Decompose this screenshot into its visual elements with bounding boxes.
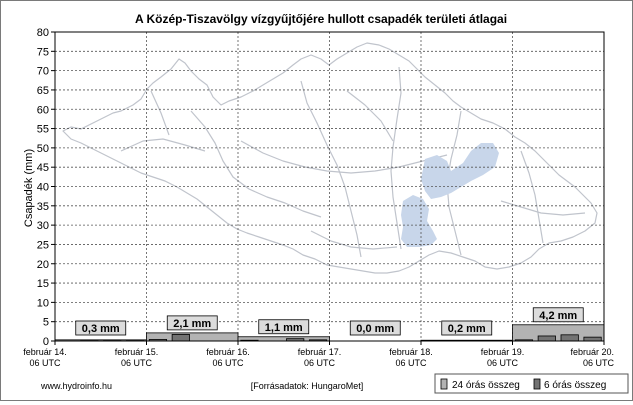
- data-label: 0,2 mm: [448, 323, 486, 335]
- y-tick-label: 70: [37, 66, 49, 78]
- y-tick-label: 50: [37, 143, 49, 155]
- x-tick-time: 06 UTC: [304, 358, 336, 368]
- x-tick-date: február 16.: [206, 347, 250, 357]
- tisza-lake-image: [401, 143, 499, 247]
- x-tick-time: 06 UTC: [29, 358, 61, 368]
- plot-area-border: [55, 32, 604, 341]
- legend-label-6h: 6 órás összeg: [544, 380, 606, 391]
- chart-legend: 24 órás összeg 6 órás összeg: [435, 374, 628, 393]
- data-label: 0,3 mm: [82, 323, 120, 335]
- bar-6h: [172, 334, 189, 341]
- chart-grid: [55, 32, 604, 341]
- data-label: 0,0 mm: [356, 323, 394, 335]
- chart-title: A Közép-Tiszavölgy vízgyűjtőjére hullott…: [135, 12, 507, 26]
- legend-swatch-6h: [534, 379, 540, 389]
- y-axis-label: Csapadék (mm): [23, 149, 35, 227]
- data-label: 1,1 mm: [265, 322, 303, 334]
- x-tick-date: február 19.: [481, 347, 525, 357]
- y-tick-label: 30: [37, 220, 49, 232]
- x-tick-time: 06 UTC: [395, 358, 427, 368]
- legend-swatch-24h: [441, 379, 447, 389]
- y-tick-label: 65: [37, 85, 49, 97]
- bar-6h: [561, 335, 578, 341]
- y-tick-label: 40: [37, 182, 49, 194]
- x-tick-time: 06 UTC: [121, 358, 153, 368]
- y-tick-label: 80: [37, 27, 49, 39]
- y-tick-label: 20: [37, 259, 49, 271]
- legend-label-24h: 24 órás összeg: [452, 380, 520, 391]
- x-tick-time: 06 UTC: [487, 358, 519, 368]
- y-tick-label: 55: [37, 124, 49, 136]
- y-tick-label: 45: [37, 162, 49, 174]
- bar-6h: [584, 337, 601, 341]
- x-tick-date: február 14.: [23, 347, 67, 357]
- y-tick-label: 35: [37, 201, 49, 213]
- y-tick-label: 25: [37, 239, 49, 251]
- data-label: 2,1 mm: [173, 318, 211, 330]
- bar-6h: [538, 336, 555, 341]
- x-tick-date: február 20.: [570, 347, 614, 357]
- y-tick-label: 60: [37, 104, 49, 116]
- y-tick-label: 5: [43, 317, 49, 329]
- data-source-credit: [Forrásadatok: HungaroMet]: [251, 381, 364, 391]
- catchment-map-image: [63, 43, 597, 273]
- x-tick-time: 06 UTC: [583, 358, 615, 368]
- x-tick-date: február 15.: [115, 347, 159, 357]
- y-tick-label: 10: [37, 297, 49, 309]
- y-tick-label: 15: [37, 278, 49, 290]
- website-credit: www.hydroinfo.hu: [40, 381, 112, 391]
- x-tick-date: február 18.: [389, 347, 433, 357]
- x-tick-date: február 17.: [298, 347, 342, 357]
- y-tick-label: 75: [37, 46, 49, 58]
- data-label: 4,2 mm: [539, 310, 577, 322]
- x-tick-time: 06 UTC: [212, 358, 244, 368]
